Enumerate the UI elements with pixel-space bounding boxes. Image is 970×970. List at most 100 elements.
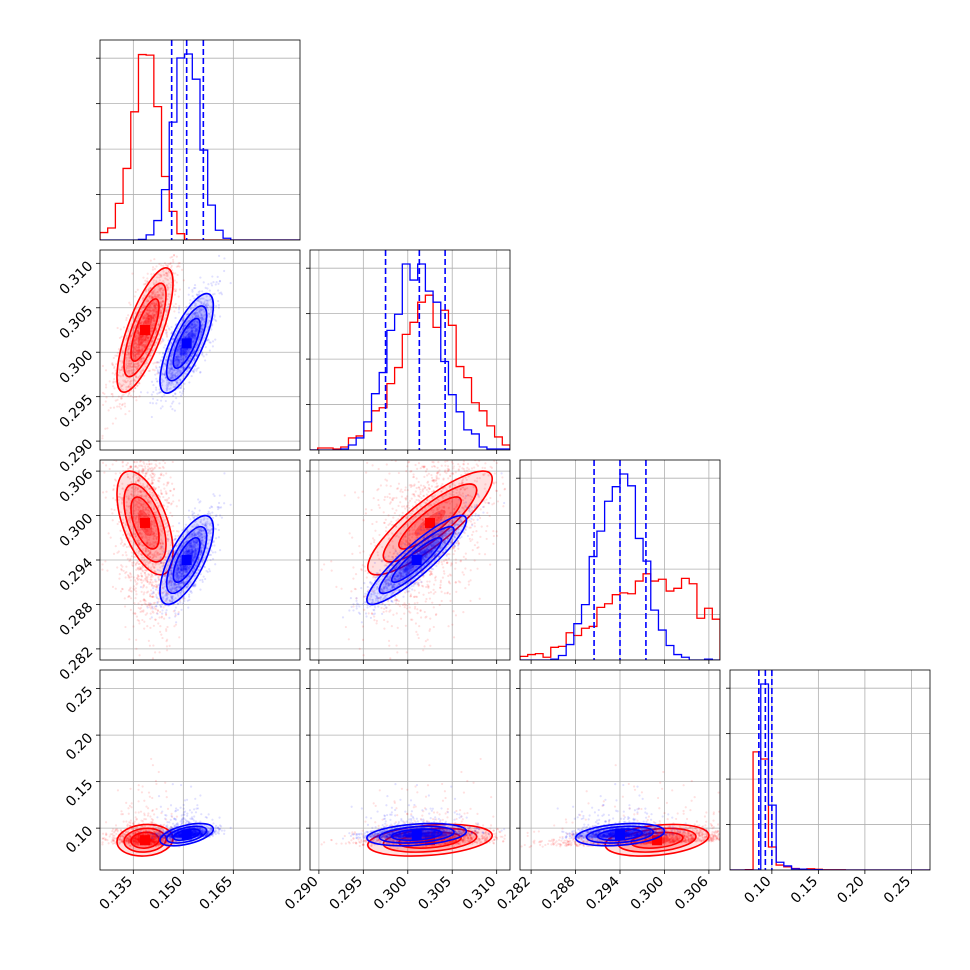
scatter-point xyxy=(121,587,124,590)
scatter-point xyxy=(148,369,152,372)
scatter-point xyxy=(155,366,158,370)
scatter-point xyxy=(122,379,125,382)
scatter-point xyxy=(149,316,153,319)
scatter-point xyxy=(123,380,126,383)
scatter-point xyxy=(167,282,170,285)
scatter-point xyxy=(132,395,135,399)
scatter-point xyxy=(101,568,104,571)
scatter-point xyxy=(195,367,199,370)
scatter-point xyxy=(144,338,148,341)
scatter-point xyxy=(166,284,169,287)
scatter-point xyxy=(148,295,151,298)
scatter-point xyxy=(135,426,137,428)
scatter-point xyxy=(157,293,160,296)
scatter-point xyxy=(139,391,143,394)
scatter-point xyxy=(172,488,176,491)
scatter-point xyxy=(123,343,126,347)
scatter-point xyxy=(138,338,141,342)
scatter-point xyxy=(134,337,138,340)
scatter-point xyxy=(153,322,156,325)
scatter-point xyxy=(111,363,115,367)
scatter-point xyxy=(137,350,140,353)
scatter-point xyxy=(211,340,215,343)
scatter-point xyxy=(204,359,207,362)
scatter-point xyxy=(137,331,140,334)
scatter-point xyxy=(187,516,190,519)
scatter-point xyxy=(153,467,156,470)
scatter-point xyxy=(134,365,137,369)
scatter-point xyxy=(143,314,147,317)
scatter-point xyxy=(119,360,122,363)
scatter-point xyxy=(166,285,169,288)
scatter-point xyxy=(152,324,155,327)
scatter-point xyxy=(149,327,152,330)
scatter-point xyxy=(151,326,155,330)
scatter-point xyxy=(163,487,166,490)
scatter-point xyxy=(134,347,138,351)
scatter-point xyxy=(143,454,145,456)
scatter-point xyxy=(141,335,144,338)
scatter-point xyxy=(218,279,222,283)
scatter-point xyxy=(164,344,167,347)
scatter-point xyxy=(141,339,144,342)
scatter-point xyxy=(118,573,121,576)
scatter-point xyxy=(131,331,134,335)
scatter-point xyxy=(135,457,137,459)
scatter-point xyxy=(110,508,113,511)
scatter-point xyxy=(152,316,155,319)
scatter-point xyxy=(150,296,154,300)
scatter-point xyxy=(138,348,141,351)
histogram-series-1 xyxy=(100,53,300,240)
scatter-point xyxy=(165,264,168,267)
scatter-point xyxy=(167,263,170,266)
scatter-point xyxy=(147,427,149,429)
scatter-point xyxy=(152,314,155,318)
scatter-point xyxy=(144,316,147,319)
scatter-point xyxy=(132,390,135,393)
scatter-point xyxy=(170,264,173,268)
scatter-point xyxy=(151,581,154,584)
scatter-point xyxy=(153,369,156,372)
scatter-point xyxy=(164,611,167,614)
scatter-point xyxy=(201,290,204,293)
scatter-point xyxy=(152,451,154,453)
scatter-point xyxy=(136,466,139,469)
scatter-point xyxy=(151,316,154,319)
scatter-point xyxy=(142,438,144,440)
scatter-point xyxy=(148,314,151,317)
scatter-point xyxy=(137,344,140,347)
scatter-point xyxy=(147,313,150,316)
scatter-point xyxy=(144,603,148,606)
scatter-point xyxy=(155,307,158,310)
scatter-point xyxy=(149,303,152,306)
scatter-point xyxy=(129,382,132,385)
scatter-point xyxy=(154,618,157,621)
scatter-point xyxy=(172,400,175,403)
scatter-point xyxy=(144,343,147,346)
scatter-point xyxy=(171,494,175,497)
scatter-point xyxy=(125,565,128,568)
scatter-point xyxy=(217,282,220,285)
scatter-point xyxy=(138,332,141,336)
scatter-point xyxy=(104,496,107,499)
scatter-point xyxy=(127,352,131,355)
scatter-point xyxy=(141,306,144,309)
scatter-point xyxy=(134,353,137,356)
scatter-point xyxy=(129,365,132,368)
scatter-point xyxy=(142,388,144,390)
scatter-point xyxy=(160,341,163,344)
scatter-point xyxy=(161,303,164,307)
scatter-point xyxy=(178,636,181,639)
scatter-point xyxy=(144,413,146,415)
scatter-point xyxy=(142,320,145,323)
scatter-point xyxy=(160,274,163,277)
scatter-point xyxy=(122,533,125,537)
scatter-point xyxy=(145,445,147,447)
scatter-point xyxy=(131,365,134,368)
scatter-point xyxy=(130,365,134,368)
scatter-point xyxy=(110,392,113,396)
scatter-point xyxy=(149,604,152,607)
scatter-point xyxy=(127,347,130,350)
scatter-point xyxy=(111,393,114,396)
scatter-point xyxy=(178,304,181,308)
